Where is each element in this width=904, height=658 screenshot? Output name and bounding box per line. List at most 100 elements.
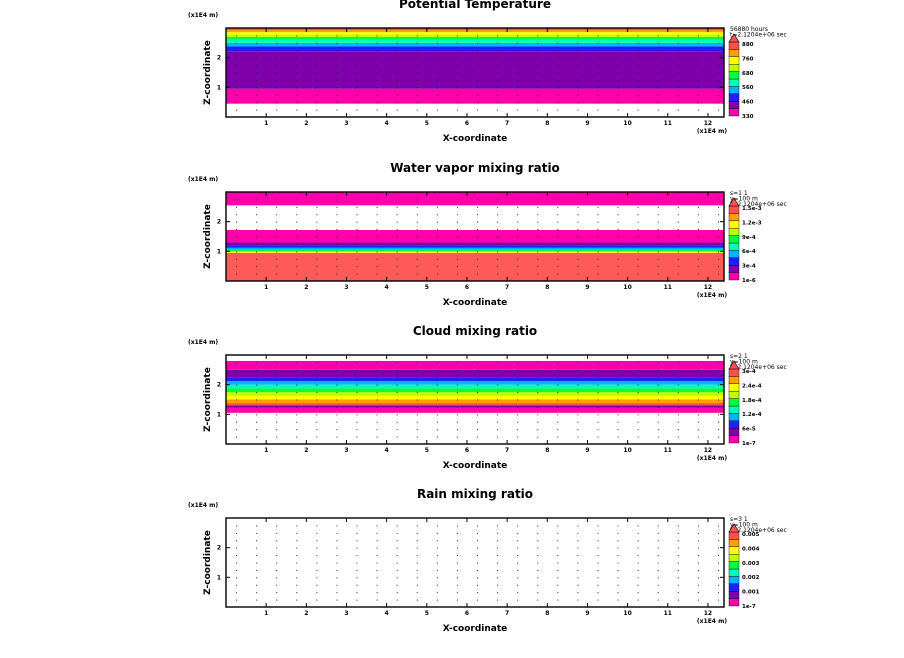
grid-dot: [497, 599, 499, 601]
z-tick-label: 2: [217, 219, 221, 226]
grid-dot: [697, 87, 699, 89]
grid-dot: [356, 584, 358, 586]
grid-dot: [336, 392, 338, 394]
grid-dot: [256, 72, 258, 74]
grid-dot: [677, 599, 679, 601]
grid-dot: [356, 102, 358, 104]
grid-dot: [657, 421, 659, 423]
grid-dot: [376, 421, 378, 423]
grid-dot: [396, 72, 398, 74]
grid-dot: [336, 258, 338, 260]
grid-dot: [436, 266, 438, 268]
grid-dot: [677, 540, 679, 542]
grid-dot: [597, 362, 599, 364]
grid-dot: [296, 236, 298, 238]
grid-dot: [537, 436, 539, 438]
grid-dot: [557, 532, 559, 534]
grid-dot: [597, 109, 599, 111]
grid-dot: [517, 72, 519, 74]
colorbar-swatch: [728, 546, 740, 555]
grid-dot: [677, 392, 679, 394]
grid-dot: [396, 87, 398, 89]
grid-dot: [597, 599, 599, 601]
grid-dot: [456, 577, 458, 579]
colorbar-swatch: [728, 576, 740, 585]
grid-dot: [597, 42, 599, 44]
grid-dot: [537, 532, 539, 534]
grid-dot: [497, 273, 499, 275]
grid-dot: [256, 592, 258, 594]
grid-dot: [657, 547, 659, 549]
grid-dot: [296, 414, 298, 416]
grid-dot: [276, 569, 278, 571]
grid-dot: [336, 251, 338, 253]
x-unit-label: (x1E4 m): [697, 455, 727, 462]
grid-dot: [316, 79, 318, 81]
grid-dot: [376, 592, 378, 594]
grid-dot: [416, 221, 418, 223]
grid-dot: [456, 429, 458, 431]
grid-dot: [517, 243, 519, 245]
grid-dot: [456, 266, 458, 268]
grid-dot: [236, 102, 238, 104]
grid-dot: [677, 436, 679, 438]
grid-dot: [677, 79, 679, 81]
grid-dot: [477, 221, 479, 223]
grid-dot: [517, 421, 519, 423]
grid-dots: [236, 525, 719, 601]
grid-dots: [236, 362, 719, 438]
x-tick-label: 8: [545, 447, 549, 454]
grid-dot: [256, 384, 258, 386]
grid-dot: [617, 377, 619, 379]
grid-dot: [657, 369, 659, 371]
x-tick-label: 2: [304, 610, 308, 617]
plot-frame: [225, 354, 725, 445]
colorbar-swatch: [728, 398, 740, 407]
contour-band-3: [226, 51, 724, 89]
grid-dot: [637, 258, 639, 260]
grid-dot: [416, 525, 418, 527]
grid-dot: [637, 555, 639, 557]
grid-dot: [557, 525, 559, 527]
grid-dot: [697, 35, 699, 37]
grid-dot: [376, 362, 378, 364]
grid-dot: [637, 377, 639, 379]
grid-dot: [316, 65, 318, 67]
grid-dot: [356, 392, 358, 394]
grid-dot: [436, 362, 438, 364]
colorbar-label: 1e-6: [742, 278, 756, 284]
x-tick-label: 6: [465, 120, 469, 127]
x-tick-label: 2: [304, 284, 308, 291]
z-axis-label: Z-coordinate: [203, 367, 213, 432]
grid-dot: [296, 436, 298, 438]
grid-dot: [557, 236, 559, 238]
grid-dot: [717, 377, 719, 379]
grid-dot: [416, 569, 418, 571]
grid-dot: [597, 392, 599, 394]
x-unit-label: (x1E4 m): [697, 618, 727, 625]
grid-dot: [637, 532, 639, 534]
grid-dot: [236, 584, 238, 586]
colorbar-swatch: [728, 235, 740, 244]
grid-dot: [517, 369, 519, 371]
grid-dot: [416, 577, 418, 579]
grid-dot: [657, 532, 659, 534]
grid-dot: [497, 414, 499, 416]
grid-dot: [577, 251, 579, 253]
grid-dot: [537, 369, 539, 371]
grid-dot: [717, 50, 719, 52]
grid-dot: [497, 569, 499, 571]
contour-band-10: [226, 30, 724, 33]
grid-dot: [577, 547, 579, 549]
grid-dot: [497, 532, 499, 534]
grid-dot: [597, 436, 599, 438]
grid-dot: [657, 273, 659, 275]
grid-dot: [557, 42, 559, 44]
grid-dot: [316, 258, 318, 260]
grid-dot: [657, 199, 659, 201]
x-tick-label: 1: [264, 610, 268, 617]
grid-dot: [436, 243, 438, 245]
grid-dot: [577, 436, 579, 438]
x-axis-label: X-coordinate: [443, 298, 508, 308]
colorbar-arrow: [728, 523, 740, 533]
